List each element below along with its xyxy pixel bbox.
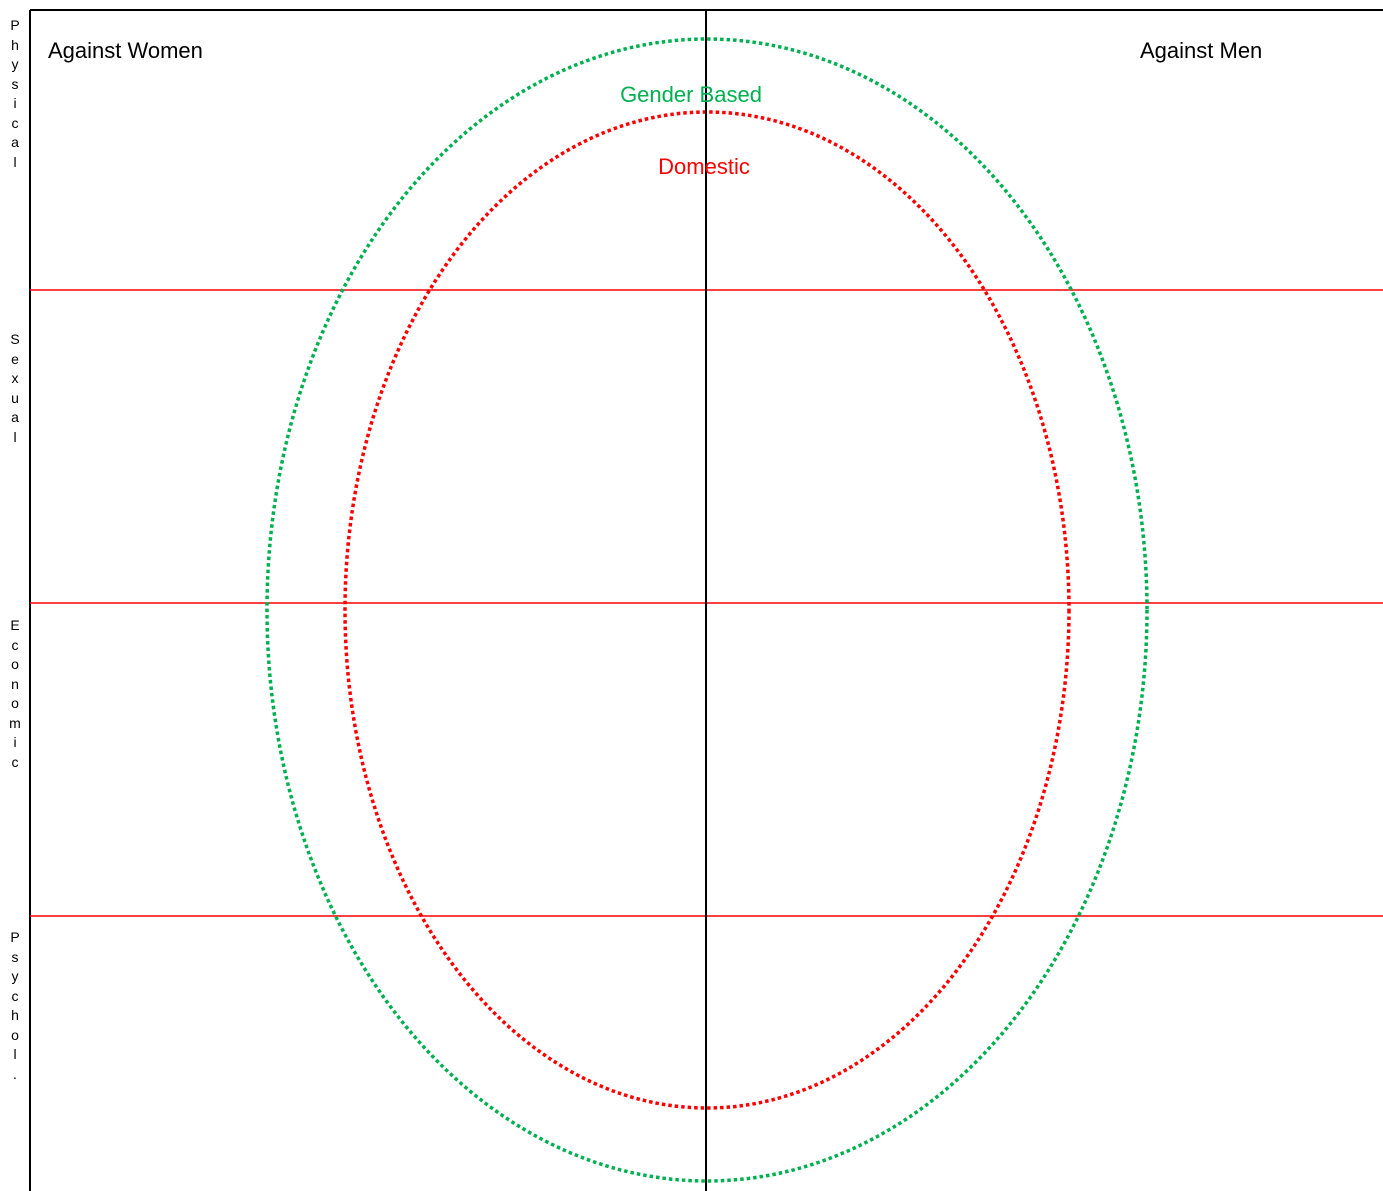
row-label-letter: l bbox=[13, 153, 17, 170]
row-label-letter: m bbox=[9, 714, 21, 731]
domestic-ring bbox=[343, 110, 1071, 1110]
row-label-letter: l bbox=[13, 428, 17, 445]
row-label-letter: c bbox=[11, 114, 19, 131]
row-label-letter: P bbox=[10, 929, 20, 945]
row-label-letter: h bbox=[11, 1007, 19, 1023]
row-label-letter: o bbox=[11, 656, 19, 672]
row-label-letter: a bbox=[11, 409, 19, 425]
row-label-letter: c bbox=[11, 753, 19, 770]
row-label-letter: u bbox=[11, 389, 19, 406]
against-men-label: Against Men bbox=[1140, 38, 1263, 63]
row-label-letter: S bbox=[10, 331, 20, 347]
against-women-label: Against Women bbox=[48, 38, 203, 63]
row-label-letter: o bbox=[11, 695, 19, 711]
row-label-letter: . bbox=[13, 1065, 17, 1082]
row-label-letter: P bbox=[10, 17, 20, 33]
row-label-letter: c bbox=[11, 636, 19, 653]
row-label-letter: h bbox=[11, 36, 19, 53]
row-label-letter: l bbox=[13, 1046, 17, 1062]
row-label-letter: i bbox=[13, 734, 17, 750]
row-label-letter: n bbox=[11, 675, 19, 692]
gender-based-label: Gender Based bbox=[620, 82, 762, 107]
row-label-letter: s bbox=[11, 948, 19, 965]
row-label-letter: s bbox=[11, 75, 19, 92]
row-label-letter: e bbox=[11, 350, 19, 367]
row-label-letter: x bbox=[11, 370, 19, 386]
gender-based-ring bbox=[265, 37, 1149, 1183]
row-label-letter: E bbox=[10, 617, 20, 633]
row-label-letter: i bbox=[13, 95, 17, 111]
row-label-letter: y bbox=[11, 968, 19, 984]
domestic-label: Domestic bbox=[658, 154, 750, 179]
row-label-letter: c bbox=[11, 987, 19, 1004]
row-label-letter: y bbox=[11, 56, 19, 72]
row-label-letter: o bbox=[11, 1026, 19, 1043]
row-label-letter: a bbox=[11, 134, 19, 150]
